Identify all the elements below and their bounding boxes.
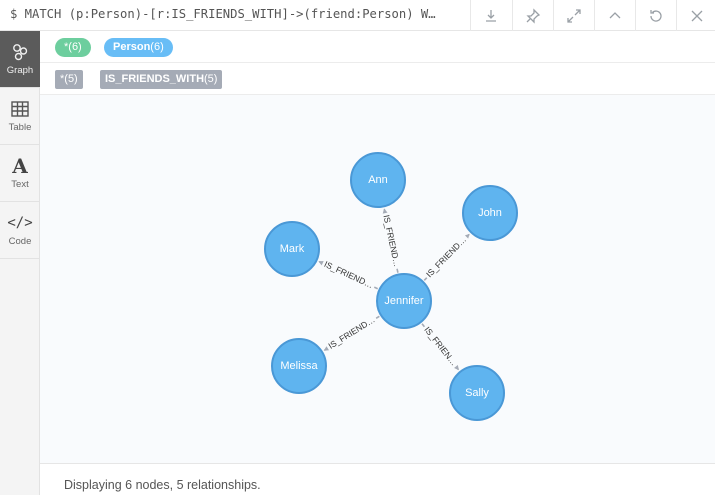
node-label-name: Person [113,41,151,53]
collapse-button[interactable] [594,0,634,31]
node-label-count: (6) [150,41,164,53]
relationship-label-bg [421,232,471,282]
node-label-count: (6) [68,41,82,53]
view-sidebar: Graph Table A Text </> Code [0,31,40,495]
node-label-name: * [64,41,69,53]
node-jennifer[interactable] [376,273,432,329]
rel-type-name: * [60,73,65,85]
rel-type-all[interactable]: *(5) [55,70,83,89]
rel-type-is-friends-with[interactable]: IS_FRIENDS_WITH(5) [100,70,223,89]
sidebar-item-table[interactable]: Table [0,88,40,145]
status-text: Displaying 6 nodes, 5 relationships. [64,478,261,492]
download-button[interactable] [470,0,510,31]
node-melissa[interactable] [271,338,327,394]
rerun-icon [649,9,662,22]
code-icon: </> [7,215,33,231]
pin-icon [525,7,540,24]
relationship-label-bg [320,257,378,292]
node-label: Jennifer [384,295,423,307]
query-bar: $ MATCH (p:Person)-[r:IS_FRIENDS_WITH]->… [0,0,715,31]
sidebar-item-text[interactable]: A Text [0,145,40,202]
graph-canvas[interactable]: IS_FRIEND… IS_FRIEND… IS_FRIEND… IS_FRIEND…… [40,95,715,463]
relationship-label: IS_FRIEND… [424,234,468,279]
table-icon [11,101,29,117]
node-john[interactable] [462,185,518,241]
relationship-types-bar: *(5) IS_FRIENDS_WITH(5) [40,63,715,95]
relationship-label: IS_FRIEND… [381,214,402,268]
node-label-person[interactable]: Person(6) [104,38,173,57]
rel-type-count: (5) [204,73,218,85]
node-label: Ann [368,174,388,186]
node-label: Mark [280,243,305,255]
relationship-label-bg [324,312,379,353]
node-label: Sally [465,387,489,399]
sidebar-item-graph[interactable]: Graph [0,31,40,88]
collapse-up-icon [609,11,620,18]
sidebar-item-label: Code [8,236,32,247]
sidebar-item-label: Text [11,179,29,190]
node-label: John [478,207,502,219]
relationship-label-bg [420,322,462,370]
fullscreen-button[interactable] [553,0,593,31]
sidebar-item-label: Graph [6,65,34,76]
close-icon [691,10,702,21]
relationship-label: IS_FRIEND… [323,259,375,290]
node-sally[interactable] [449,365,505,421]
relationship-label: IS_FRIEND… [326,314,376,350]
node-ann[interactable] [350,152,406,208]
pin-button[interactable] [512,0,552,31]
node-mark[interactable] [264,221,320,277]
text-icon: A [12,154,28,178]
rel-type-count: (5) [64,73,78,85]
sidebar-item-code[interactable]: </> Code [0,202,40,259]
graph-svg: IS_FRIEND… IS_FRIEND… IS_FRIEND… IS_FRIEND…… [264,152,518,421]
expand-icon [566,8,581,23]
node-label-all[interactable]: *(6) [55,38,91,57]
node-labels-bar: *(6) Person(6) [40,31,715,63]
sidebar-item-label: Table [8,122,32,133]
close-button[interactable] [676,0,715,31]
rerun-button[interactable] [635,0,675,31]
rel-type-name: IS_FRIENDS_WITH [105,73,205,85]
relationship-label: IS_FRIEN… [422,325,459,368]
graph-icon [13,44,28,61]
relationship-label-bg [379,211,404,270]
query-text[interactable]: $ MATCH (p:Person)-[r:IS_FRIENDS_WITH]->… [10,7,436,21]
node-label: Melissa [280,360,318,372]
status-bar: Displaying 6 nodes, 5 relationships. [40,463,715,495]
download-icon [485,9,496,22]
